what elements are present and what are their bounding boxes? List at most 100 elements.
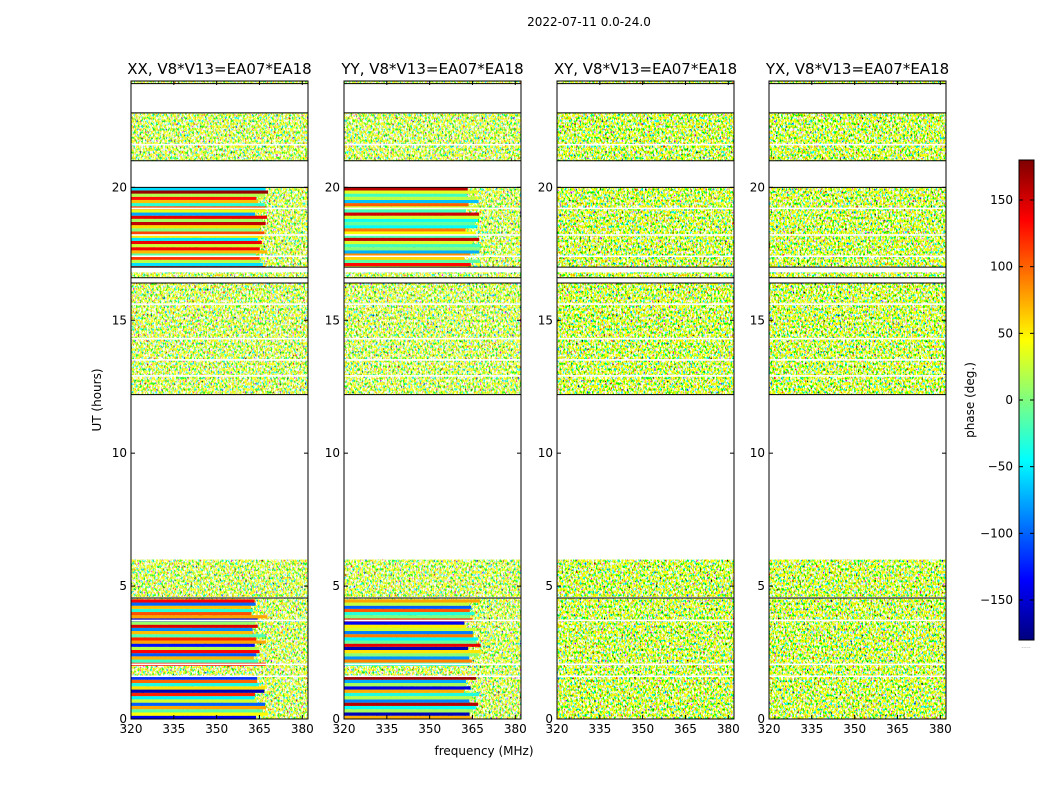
phase-stripe [131,247,260,251]
x-tick-label: 350 [418,722,441,736]
scan-separator [131,207,308,210]
phase-stripe [131,259,261,263]
y-axis-label: UT (hours) [90,368,104,431]
colorbar-tick-label: 0 [1005,393,1013,407]
phase-stripe [344,247,481,251]
x-tick-label: 335 [800,722,823,736]
y-tick-label: 0 [332,712,340,726]
panel-3: XY, V8*V13=EA07*EA18 320 335 350 365 380 0 5 10 1… [538,60,740,736]
y-tick-label: 15 [538,313,553,327]
phase-stripe [344,702,479,706]
phase-stripe [344,203,469,207]
scan-separator [131,619,308,622]
phase-stripe [344,683,467,687]
scan-separator [769,207,946,210]
phase-stripe [131,715,257,719]
phase-stripe [131,187,266,191]
phase-stripe [131,237,258,241]
data-gap [769,83,946,113]
scan-separator [769,663,946,666]
scan-separator [131,375,308,377]
phase-stripe [131,615,268,619]
scan-separator [557,303,734,305]
scan-separator [557,143,734,146]
y-tick-label: 10 [750,446,765,460]
phase-stripe [131,212,256,216]
scan-separator [769,101,946,103]
phase-stripe [131,705,267,710]
phase-stripe [131,599,255,603]
colorbar: −150 −100 −50 0 50 100 150 [980,159,1035,641]
scan-separator [557,663,734,666]
phase-stripe [344,190,479,194]
scan-separator [131,675,308,678]
phase-stripe [131,702,266,706]
x-tick-label: 380 [717,722,740,736]
scan-separator [344,663,521,666]
phase-stripe [344,199,479,204]
y-tick-label: 20 [750,180,765,194]
scan-separator [344,207,521,210]
colorbar-footnote: ..... [1021,643,1031,650]
phase-stripe [131,209,265,213]
phase-stripe [344,676,477,680]
figure-title: 2022-07-11 0.0-24.0 [527,15,651,29]
phase-stripe [131,637,257,641]
y-tick-label: 0 [119,712,127,726]
y-tick-label: 15 [112,313,127,327]
data-gap [769,277,946,284]
phase-stripe [344,653,480,657]
panel-title: YX, V8*V13=EA07*EA18 [765,60,949,78]
phase-stripe [131,624,258,628]
phase-stripe [344,715,471,719]
y-tick-label: 15 [750,313,765,327]
scan-separator [557,375,734,377]
data-gap [557,160,734,188]
phase-stripe [344,602,470,606]
data-gap [131,160,308,188]
scan-separator [557,207,734,210]
scan-separator [131,234,308,236]
phase-stripe [344,643,481,647]
phase-stripe [131,683,259,687]
y-tick-label: 5 [757,579,765,593]
data-gap [557,83,734,113]
y-tick-label: 10 [538,446,553,460]
phase-stripe [344,679,467,684]
scan-separator [344,303,521,305]
scan-separator [344,143,521,146]
data-gap [131,394,308,560]
colorbar-tick-label: −150 [980,593,1013,607]
data-gap [131,277,308,284]
phase-stripe [131,234,263,238]
x-tick-label: 380 [929,722,952,736]
data-gap [344,83,521,113]
phase-stripe [131,699,257,703]
phase-stripe [131,240,262,245]
phase-stripe [344,196,476,200]
phase-stripe [131,203,265,207]
colorbar-tick-label: 50 [998,326,1013,340]
x-tick-label: 350 [631,722,654,736]
data-gap [557,277,734,284]
x-tick-label: 380 [291,722,314,736]
scan-separator [344,375,521,377]
phase-stripe [344,656,470,660]
phase-stripe [344,659,472,663]
scan-separator [131,255,308,258]
scan-separator [769,675,946,678]
x-tick-label: 320 [120,722,143,736]
phase-stripe [344,187,468,191]
phase-stripe [344,250,480,254]
y-tick-label: 5 [119,579,127,593]
phase-stripe [344,624,467,628]
phase-stripe [131,676,258,680]
phase-stripe [344,615,471,619]
scan-separator [344,675,521,678]
data-gap [344,394,521,560]
y-tick-label: 20 [538,180,553,194]
phase-stripe [344,215,481,219]
phase-stripe [131,190,268,194]
scan-separator [344,101,521,103]
x-tick-label: 380 [504,722,527,736]
